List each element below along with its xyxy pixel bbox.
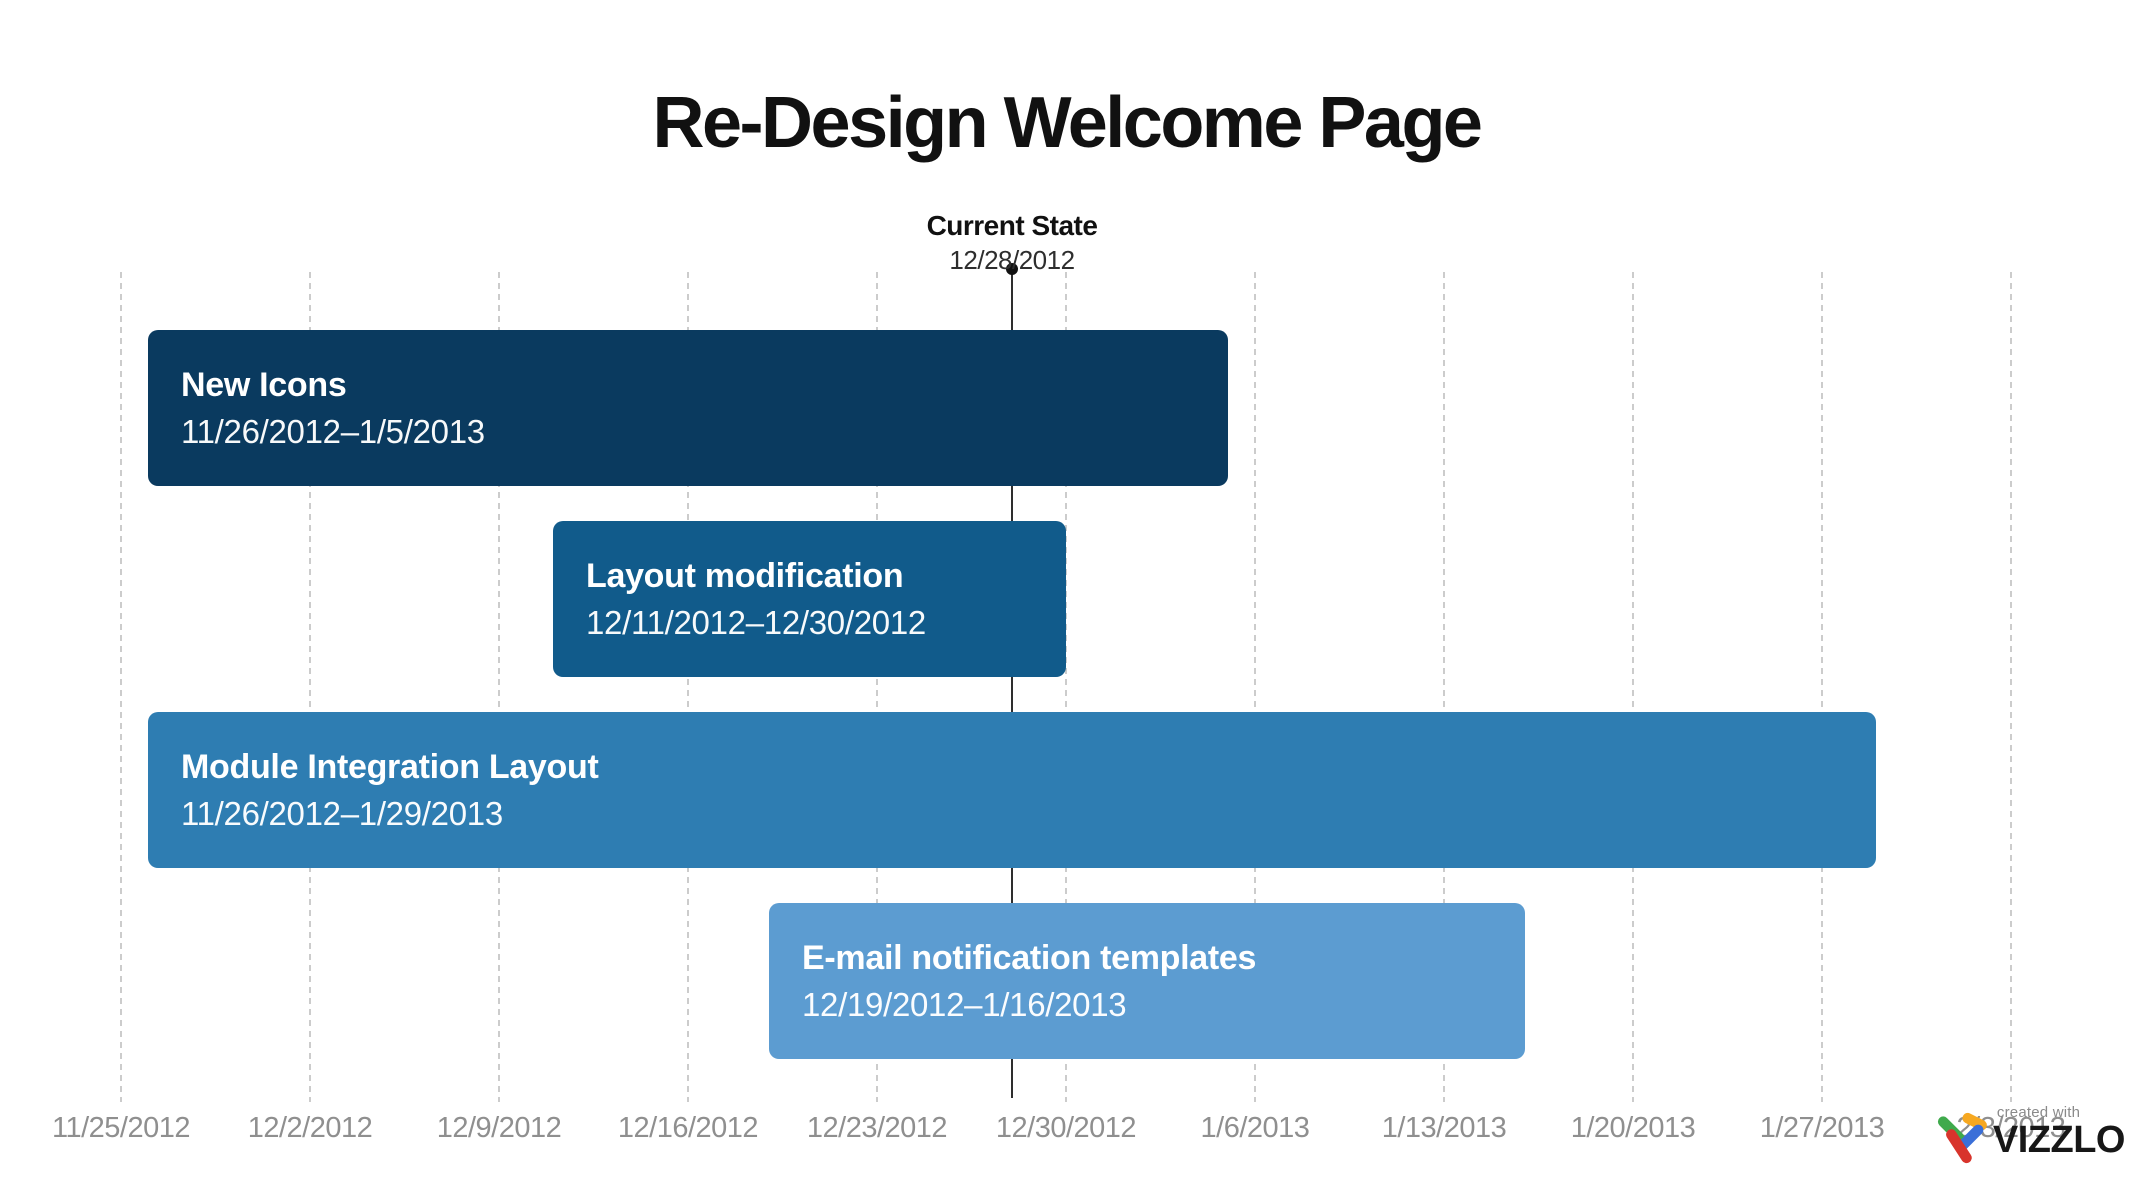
task-bar-module-integration-layout[interactable]: Module Integration Layout 11/26/2012–1/2… xyxy=(148,712,1876,868)
gridline-week xyxy=(1254,272,1256,1102)
current-state-marker-dot xyxy=(1006,263,1018,275)
task-name: Layout modification xyxy=(586,556,904,595)
gridline-week xyxy=(1065,272,1067,1102)
chart-title: Re-Design Welcome Page xyxy=(652,83,1483,163)
task-name: New Icons xyxy=(181,365,347,404)
task-name: Module Integration Layout xyxy=(181,747,599,786)
current-state-label: Current State 12/28/2012 xyxy=(927,210,1098,276)
axis-tick-label: 12/30/2012 xyxy=(995,1112,1137,1144)
watermark-prefix: created with xyxy=(1996,1104,2081,1121)
vizzlo-watermark[interactable]: created with VIZZLO xyxy=(1935,1104,2126,1166)
gridline-week xyxy=(309,272,311,1102)
axis-tick-label: 11/25/2012 xyxy=(52,1112,191,1144)
axis-tick-label: 1/20/2013 xyxy=(1570,1112,1696,1144)
task-date-range: 12/11/2012–12/30/2012 xyxy=(586,603,926,641)
gridline-week xyxy=(498,272,500,1102)
task-bar-email-notification-templates[interactable]: E-mail notification templates 12/19/2012… xyxy=(769,903,1525,1059)
gridline-week xyxy=(687,272,689,1102)
task-date-range: 11/26/2012–1/29/2013 xyxy=(181,794,503,832)
current-state-marker-line xyxy=(1011,268,1013,1098)
task-date-range: 12/19/2012–1/16/2013 xyxy=(802,985,1127,1023)
gridline-week xyxy=(1443,272,1445,1102)
task-name: E-mail notification templates xyxy=(802,938,1257,977)
task-bar-new-icons[interactable]: New Icons 11/26/2012–1/5/2013 xyxy=(148,330,1228,486)
gridline-week xyxy=(120,272,122,1102)
axis-tick-label: 12/23/2012 xyxy=(806,1112,948,1144)
axis-tick-label: 12/2/2012 xyxy=(247,1112,373,1144)
axis-tick-label: 12/9/2012 xyxy=(436,1112,562,1144)
task-date-range: 11/26/2012–1/5/2013 xyxy=(181,412,485,450)
watermark-name: VIZZLO xyxy=(1992,1119,2126,1161)
gridline-week xyxy=(1821,272,1823,1102)
current-state-title: Current State xyxy=(926,210,1098,241)
gridline-week xyxy=(2010,272,2012,1102)
gridline-week xyxy=(1632,272,1634,1102)
gridline-week xyxy=(876,272,878,1102)
axis-tick-label: 1/27/2013 xyxy=(1759,1112,1885,1144)
task-bar-layout-modification[interactable]: Layout modification 12/11/2012–12/30/201… xyxy=(553,521,1066,677)
axis-tick-label: 1/6/2013 xyxy=(1200,1112,1310,1144)
vizzlo-logo-icon xyxy=(1937,1112,1987,1164)
current-state-date: 12/28/2012 xyxy=(949,245,1075,275)
axis-tick-label: 12/16/2012 xyxy=(617,1112,759,1144)
axis-tick-label: 1/13/2013 xyxy=(1381,1112,1507,1144)
